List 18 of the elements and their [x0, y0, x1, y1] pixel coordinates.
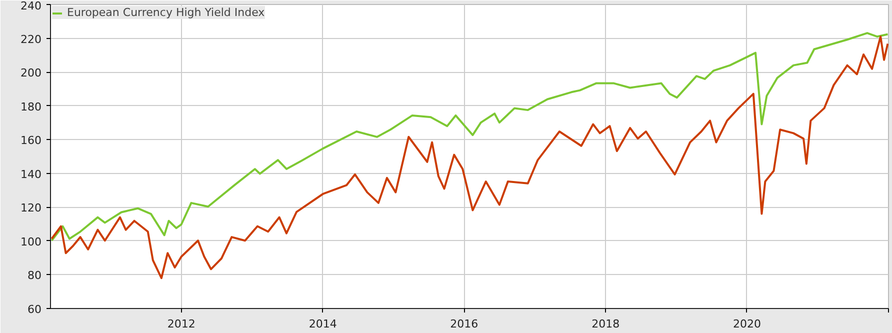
- y-tick-label: 120: [20, 202, 42, 215]
- x-tick-label: 2012: [167, 318, 196, 330]
- y-tick-label: 60: [28, 303, 42, 316]
- y-tick-label: 240: [20, 0, 42, 12]
- y-tick-label: 140: [20, 168, 42, 181]
- y-tick-label: 100: [20, 235, 42, 248]
- x-tick-label: 2020: [732, 318, 761, 330]
- y-tick-label: 200: [20, 66, 42, 80]
- x-tick-label: 2016: [450, 318, 478, 330]
- text: European Currency High Yield Index: [67, 6, 265, 19]
- x-tick-label: 2018: [592, 318, 620, 330]
- y-tick-label: 220: [20, 32, 42, 46]
- y-tick-label: 180: [20, 100, 42, 114]
- line-series: [50, 36, 888, 280]
- x-tick-label: 2014: [308, 318, 337, 330]
- y-tick-label: 160: [20, 134, 42, 148]
- line-series: [50, 32, 888, 242]
- y-tick-label: 80: [28, 269, 42, 282]
